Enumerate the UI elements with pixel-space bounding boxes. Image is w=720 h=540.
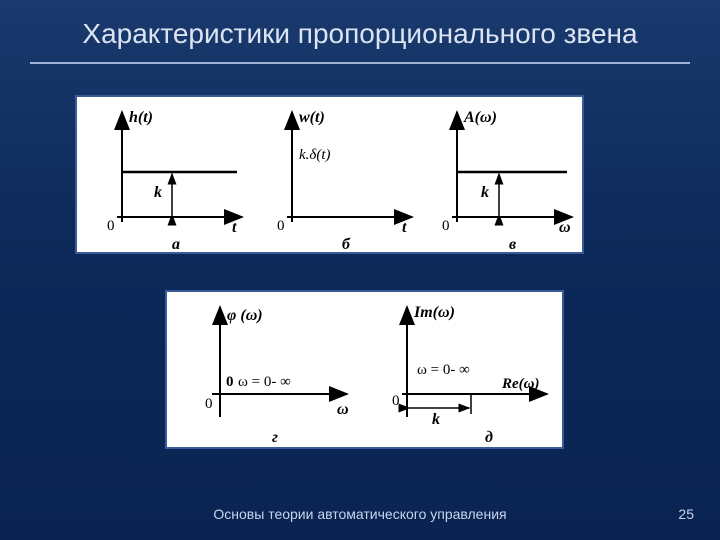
axis-label: Re(ω) bbox=[501, 376, 540, 392]
axis-label: φ (ω) bbox=[227, 307, 263, 324]
origin-label: 0 bbox=[392, 393, 400, 409]
axis-label: t bbox=[232, 219, 237, 236]
origin-label: 0 bbox=[442, 218, 450, 234]
omega-range: ω = 0- ∞ bbox=[238, 374, 291, 390]
origin-label: 0 bbox=[226, 374, 234, 390]
axis-label: w(t) bbox=[299, 109, 325, 126]
k-label: k bbox=[154, 184, 162, 201]
panel-bottom-svg: φ (ω) ω 0 0 ω = 0- ∞ г Im(ω) Re(ω) 0 ω =… bbox=[167, 292, 562, 447]
origin-label: 0 bbox=[205, 396, 213, 412]
axis-label: t bbox=[402, 219, 407, 236]
k-label: k bbox=[432, 411, 440, 428]
title-divider bbox=[30, 62, 690, 64]
origin-label: 0 bbox=[277, 218, 285, 234]
panel-top: h(t) t 0 k а w(t) t 0 k.δ(t) б bbox=[75, 95, 584, 254]
page-number: 25 bbox=[678, 506, 694, 522]
delta-label: k.δ(t) bbox=[299, 147, 331, 163]
axis-label: A(ω) bbox=[463, 109, 497, 126]
caption: г bbox=[272, 429, 278, 446]
panel-top-svg: h(t) t 0 k а w(t) t 0 k.δ(t) б bbox=[77, 97, 582, 252]
caption: в bbox=[509, 236, 516, 252]
omega-range: ω = 0- ∞ bbox=[417, 362, 470, 378]
slide-title: Характеристики пропорционального звена bbox=[0, 18, 720, 50]
footer-text: Основы теории автоматического управления bbox=[0, 506, 720, 522]
slide: Характеристики пропорционального звена h… bbox=[0, 0, 720, 540]
caption: б bbox=[342, 236, 351, 252]
caption: а bbox=[172, 236, 180, 252]
axis-label: ω bbox=[337, 401, 349, 418]
axis-label: Im(ω) bbox=[413, 304, 455, 321]
panel-bottom: φ (ω) ω 0 0 ω = 0- ∞ г Im(ω) Re(ω) 0 ω =… bbox=[165, 290, 564, 449]
caption: д bbox=[485, 429, 493, 446]
k-label: k bbox=[481, 184, 489, 201]
axis-label: ω bbox=[559, 219, 571, 236]
origin-label: 0 bbox=[107, 218, 115, 234]
axis-label: h(t) bbox=[129, 109, 153, 126]
